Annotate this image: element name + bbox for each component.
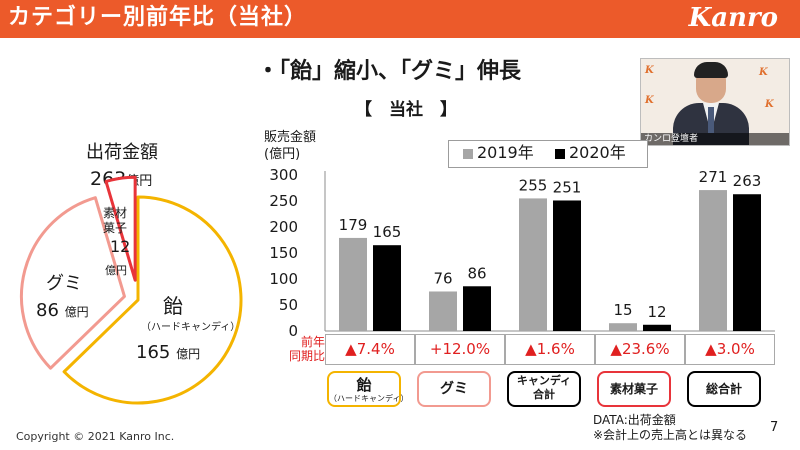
data-note: DATA:出荷金額 ※会計上の売上高とは異なる [593, 413, 747, 443]
bar-value-label: 165 [373, 223, 402, 241]
pie-value-sozai-unit: 億円 [105, 264, 127, 277]
pie-value-ame-unit: 億円 [176, 347, 201, 361]
pie-slice-ame [62, 195, 243, 405]
bar-value-label: 251 [553, 178, 582, 196]
bar-2019 [339, 237, 367, 331]
yoy-row-label: 前年 同期比 [288, 335, 325, 363]
pie-value-ame-num: 165 [136, 342, 171, 363]
yoy-value: ▲7.4% [325, 334, 415, 365]
bar-2019 [609, 323, 637, 331]
wall-logo-icon: K [645, 95, 654, 106]
pie-value-gummy-unit: 億円 [64, 305, 89, 319]
legend-item-2019: 2019年 [463, 143, 534, 163]
presenter-video: K K K K カンロ登壇者 [640, 58, 790, 146]
bar-2020 [463, 286, 491, 331]
pie-value-sozai: 12 [110, 237, 131, 256]
category-label-gummy: グミ [417, 371, 491, 407]
bar-2019 [519, 198, 547, 331]
y-tick-label: 200 [269, 218, 298, 236]
copyright: Copyright © 2021 Kanro Inc. [16, 430, 175, 443]
page-number: 7 [770, 420, 779, 435]
data-note-line2: ※会計上の売上高とは異なる [593, 428, 748, 442]
bar-value-label: 12 [647, 303, 666, 321]
presenter-tie [708, 107, 714, 133]
pie-label-sozai-1: 素材 [103, 206, 128, 220]
bar-value-label: 271 [699, 168, 728, 186]
bar-2019 [699, 190, 727, 331]
legend-label-2020: 2020年 [569, 143, 626, 162]
bar-value-label: 76 [433, 269, 452, 287]
data-note-line1: DATA:出荷金額 [593, 413, 676, 427]
bar-value-label: 255 [519, 176, 548, 194]
category-label-grand-total-main: 総合計 [705, 382, 742, 396]
bar-2020 [373, 245, 401, 331]
category-label-candy-total: キャンディ 合計 [507, 371, 581, 407]
bar-2020 [643, 324, 671, 331]
wall-logo-icon: K [645, 65, 654, 76]
presenter-hair [694, 62, 728, 78]
y-tick-label: 100 [269, 270, 298, 288]
category-label-candy-total-main: キャンディ 合計 [516, 374, 572, 401]
kanro-logo: Kanro [688, 3, 778, 33]
bar-2020 [733, 194, 761, 331]
pie-label-sozai-2: 菓子 [103, 221, 128, 235]
bar-2020 [553, 200, 581, 331]
legend-item-2020: 2020年 [555, 143, 626, 163]
pie-value-ame: 165 億円 [136, 342, 200, 363]
slide-title: カテゴリー別前年比（当社） [8, 5, 308, 30]
category-label-sozai: 素材菓子 [597, 371, 671, 407]
y-axis-title: 販売金額 [264, 129, 316, 145]
category-label-gummy-main: グミ [440, 381, 468, 397]
section-title: 【 当社 】 [355, 100, 457, 120]
bar-value-label: 179 [339, 216, 368, 234]
category-label-ame: 飴 （ハードキャンディ） [327, 371, 409, 407]
bar-2019 [429, 291, 457, 331]
y-tick-label: 0 [288, 322, 298, 340]
category-label-grand-total: 総合計 [687, 371, 761, 407]
wall-logo-icon: K [765, 99, 774, 110]
category-label-ame-sub: （ハードキャンディ） [329, 394, 409, 403]
header-bar: カテゴリー別前年比（当社） Kanro [0, 0, 800, 38]
bar-value-label: 15 [613, 301, 632, 319]
video-caption: カンロ登壇者 [644, 134, 699, 144]
yoy-value: ▲3.0% [685, 334, 775, 365]
legend-swatch-2019 [463, 148, 473, 159]
category-label-ame-main: 飴 [356, 376, 372, 394]
wall-logo-icon: K [759, 67, 768, 78]
slide-subtitle: ・「飴」縮小、「グミ」伸長 [257, 59, 522, 84]
bar-value-label: 86 [467, 264, 486, 282]
chart-legend: 2019年 2020年 [448, 140, 648, 168]
pie-slice-gummy [19, 196, 126, 370]
pie-label-ame-sub: （ハードキャンディ） [141, 322, 241, 333]
yoy-value: ▲1.6% [505, 334, 595, 365]
legend-swatch-2020 [555, 148, 565, 159]
category-label-sozai-main: 素材菓子 [609, 382, 658, 396]
y-axis-title: (億円) [264, 146, 300, 162]
y-tick-label: 150 [269, 244, 298, 262]
y-tick-label: 250 [269, 192, 298, 210]
video-caption-bar: カンロ登壇者 [641, 133, 789, 145]
pie-label-gummy: グミ [46, 273, 82, 294]
legend-label-2019: 2019年 [477, 143, 534, 162]
bar-value-label: 263 [733, 172, 762, 190]
pie-value-gummy: 86 億円 [36, 300, 89, 321]
y-tick-label: 50 [279, 296, 298, 314]
pie-slice-sozai [104, 175, 137, 282]
pie-title: 出荷金額 [86, 142, 158, 163]
yoy-value: +12.0% [415, 334, 505, 365]
pie-label-ame: 飴 [163, 294, 183, 318]
pie-value-gummy-num: 86 [36, 300, 59, 321]
yoy-value: ▲23.6% [595, 334, 685, 365]
y-tick-label: 300 [269, 166, 298, 184]
